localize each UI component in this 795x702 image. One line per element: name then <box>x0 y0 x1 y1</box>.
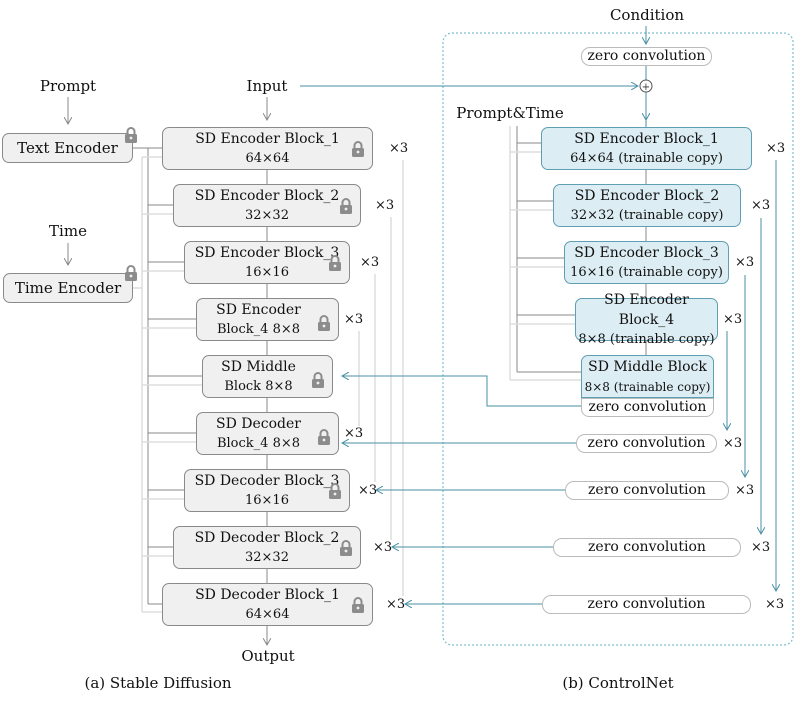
lock-icon <box>328 482 342 499</box>
controlnet-block-4: SD Encoder Block_4 8×8 (trainable copy) <box>575 292 718 347</box>
caption-a: (a) Stable Diffusion <box>84 674 232 692</box>
zero-convolution-3: zero convolution <box>565 481 729 500</box>
zero-convolution-condition: zero convolution <box>581 47 712 66</box>
sd-block-2: SD Encoder Block_2 32×32 <box>173 184 361 227</box>
sd-block-5: SD Middle Block 8×8 <box>202 355 333 398</box>
sd-block-1: SD Encoder Block_1 64×64 <box>162 127 373 170</box>
block-resolution: 64×64 <box>245 606 290 622</box>
block-title: SD Encoder Block_2 <box>574 187 720 204</box>
block-resolution: Block 8×8 <box>224 378 293 394</box>
block-title: SD Encoder Block_2 <box>194 187 340 204</box>
block-resolution: 8×8 (trainable copy) <box>584 379 711 394</box>
block-resolution: 16×16 <box>245 492 289 508</box>
prompt-time-label: Prompt&Time <box>456 104 564 122</box>
controlnet-block-2: SD Encoder Block_2 32×32 (trainable copy) <box>553 184 741 227</box>
lock-icon <box>317 314 331 331</box>
block-resolution: 32×32 (trainable copy) <box>570 207 724 223</box>
times-3-label: ×3 <box>765 597 785 612</box>
times-3-label: ×3 <box>373 540 393 555</box>
block-resolution: 16×16 <box>245 264 289 280</box>
condition-label: Condition <box>609 6 685 24</box>
sd-block-3: SD Encoder Block_3 16×16 <box>184 241 350 284</box>
time-encoder-block: Time Encoder <box>3 273 133 303</box>
input-label: Input <box>246 77 288 95</box>
times-3-label: ×3 <box>358 483 378 498</box>
lock-icon <box>328 254 342 271</box>
zero-convolution-1: zero convolution <box>542 595 751 614</box>
block-title: SD Encoder Block_4 <box>604 291 689 328</box>
times-3-label: ×3 <box>766 141 786 156</box>
times-3-label: ×3 <box>389 141 409 156</box>
time-encoder-label: Time Encoder <box>14 279 122 297</box>
times-3-label: ×3 <box>735 483 755 498</box>
block-title: SD Encoder Block_1 <box>574 130 719 147</box>
block-title: SD Decoder Block_2 <box>194 529 340 546</box>
block-resolution: 32×32 <box>245 207 289 223</box>
times-3-label: ×3 <box>344 312 364 327</box>
block-resolution: 64×64 (trainable copy) <box>570 150 723 166</box>
lock-icon <box>339 197 353 214</box>
output-label: Output <box>241 647 295 665</box>
block-title: SD Encoder Block_3 <box>194 244 340 261</box>
block-resolution: Block_4 8×8 <box>216 435 301 451</box>
times-3-label: ×3 <box>360 255 380 270</box>
block-resolution: 32×32 <box>245 549 289 565</box>
block-title: SD Encoder <box>216 301 301 318</box>
lock-icon <box>317 428 331 445</box>
block-title: SD Decoder Block_1 <box>195 586 340 603</box>
controlnet-block-3: SD Encoder Block_3 16×16 (trainable copy) <box>564 241 729 284</box>
zero-convolution-4: zero convolution <box>576 434 717 453</box>
times-3-label: ×3 <box>751 540 771 555</box>
block-title: SD Middle Block <box>588 358 707 375</box>
block-title: SD Middle <box>221 358 296 375</box>
controlnet-block-5: SD Middle Block 8×8 (trainable copy) <box>581 355 714 398</box>
lock-icon <box>339 539 353 556</box>
block-resolution: 8×8 (trainable copy) <box>578 331 715 347</box>
lock-icon <box>311 371 325 388</box>
controlnet-block-1: SD Encoder Block_1 64×64 (trainable copy) <box>541 127 752 170</box>
block-resolution: 16×16 (trainable copy) <box>570 264 723 280</box>
block-title: SD Decoder <box>216 415 301 432</box>
time-label: Time <box>49 222 87 240</box>
text-encoder-block: Text Encoder <box>2 133 133 163</box>
sd-block-6: SD Decoder Block_4 8×8 <box>196 412 339 455</box>
zero-convolution-2: zero convolution <box>553 538 741 557</box>
times-3-label: ×3 <box>386 597 406 612</box>
prompt-label: Prompt <box>39 77 97 95</box>
caption-b: (b) ControlNet <box>562 674 674 692</box>
sd-block-9: SD Decoder Block_1 64×64 <box>162 583 373 626</box>
times-3-label: ×3 <box>735 255 755 270</box>
sd-block-7: SD Decoder Block_3 16×16 <box>184 469 350 512</box>
block-resolution: Block_4 8×8 <box>216 321 301 337</box>
plus-symbol: + <box>642 82 650 93</box>
block-title: SD Encoder Block_1 <box>195 130 340 147</box>
time-encoder-lock-icon <box>124 264 138 281</box>
lock-icon <box>351 140 365 157</box>
block-title: SD Encoder Block_3 <box>574 244 719 261</box>
lock-icon <box>351 596 365 613</box>
times-3-label: ×3 <box>344 426 364 441</box>
zero-convolution-middle: zero convolution <box>581 398 714 417</box>
block-resolution: 64×64 <box>245 150 290 166</box>
text-encoder-lock-icon <box>124 126 138 143</box>
sd-block-8: SD Decoder Block_2 32×32 <box>173 526 361 569</box>
times-3-label: ×3 <box>751 198 771 213</box>
times-3-label: ×3 <box>723 312 743 327</box>
times-3-label: ×3 <box>375 198 395 213</box>
block-title: SD Decoder Block_3 <box>194 472 340 489</box>
times-3-label: ×3 <box>723 436 743 451</box>
text-encoder-label: Text Encoder <box>17 139 118 157</box>
sd-block-4: SD Encoder Block_4 8×8 <box>196 298 339 341</box>
